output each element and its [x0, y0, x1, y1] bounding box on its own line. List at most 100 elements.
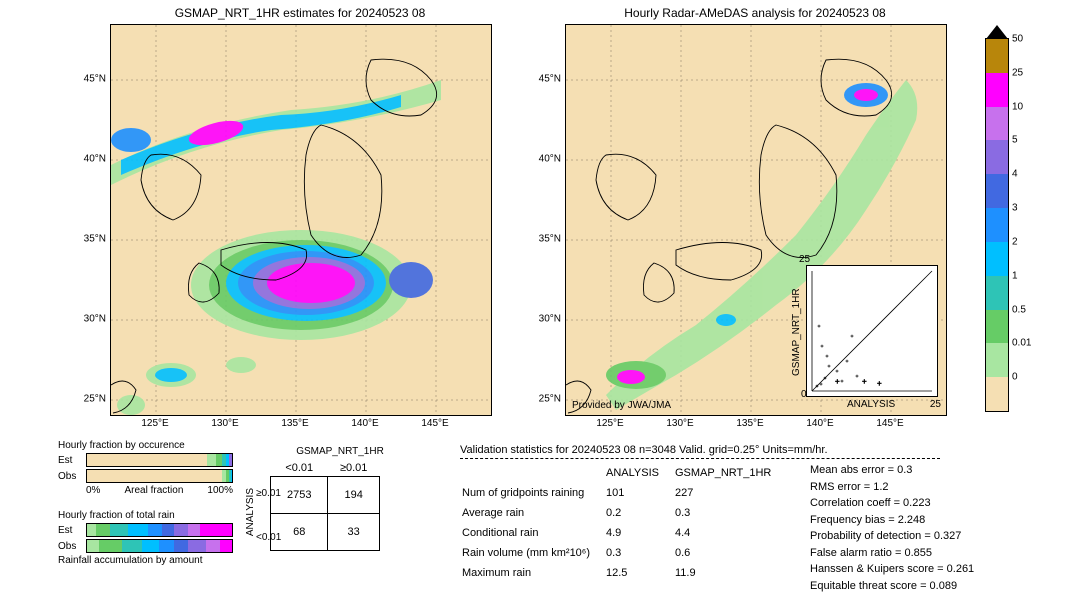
ct-row-super: ANALYSIS: [245, 488, 256, 536]
colorbar-segment: [986, 377, 1008, 411]
axis-tick: 135°E: [281, 418, 308, 429]
row-label: Conditional rain: [462, 524, 604, 542]
metric-line: Correlation coeff = 0.223: [810, 495, 974, 512]
metric-line: Mean abs error = 0.3: [810, 462, 974, 479]
validation-title: Validation statistics for 20240523 08 n=…: [460, 444, 828, 456]
cell: 12.5: [606, 564, 673, 582]
occurrence-section: Hourly fraction by occurence Est Obs 0% …: [58, 440, 233, 496]
colorbar-segment: [986, 276, 1008, 310]
left-map-svg: [111, 25, 491, 415]
occ-est-bar: [86, 453, 233, 467]
inset-ymax: 25: [799, 254, 810, 265]
colorbar-segment: [986, 343, 1008, 377]
colorbar-tick: 0.5: [1012, 304, 1026, 315]
colorbar-overflow-icon: [986, 25, 1008, 39]
left-map: [110, 24, 492, 416]
table-row: Conditional rain4.94.4: [462, 524, 785, 542]
bar-segment: [220, 540, 232, 552]
scatter-inset: +++ 25 0 25 ANALYSIS GSMAP_NRT_1HR: [806, 265, 938, 397]
cell: 0.6: [675, 544, 785, 562]
bar-segment: [99, 540, 122, 552]
bar-segment: [110, 524, 127, 536]
ct-cell: 33: [328, 514, 379, 551]
cell: 4.4: [675, 524, 785, 542]
occ-obs-row: Obs: [58, 469, 233, 483]
bar-segment: [229, 454, 232, 466]
bar-segment: [207, 454, 216, 466]
totalrain-footer: Rainfall accumulation by amount: [58, 555, 233, 566]
bar-segment: [174, 524, 189, 536]
row-label: Maximum rain: [462, 564, 604, 582]
metric-line: Probability of detection = 0.327: [810, 528, 974, 545]
colorbar-segment: [986, 107, 1008, 141]
cell: 0.2: [606, 504, 673, 522]
axis-tick: 130°E: [211, 418, 238, 429]
colorbar-tick: 0.01: [1012, 338, 1031, 349]
svg-text:+: +: [862, 377, 867, 386]
metric-line: Hanssen & Kuipers score = 0.261: [810, 561, 974, 578]
colorbar-tick: 50: [1012, 34, 1023, 45]
occurrence-title: Hourly fraction by occurence: [58, 440, 233, 451]
ct-row1: <0.01: [256, 532, 281, 543]
row-label: Num of gridpoints raining: [462, 484, 604, 502]
row-label: Est: [58, 525, 86, 536]
right-map-title: Hourly Radar-AMeDAS analysis for 2024052…: [565, 6, 945, 20]
inset-xlabel: ANALYSIS: [847, 399, 895, 410]
bar-segment: [122, 540, 142, 552]
colorbar: 502510543210.50.010: [985, 38, 1009, 412]
th-gsmap: GSMAP_NRT_1HR: [675, 464, 785, 482]
axis-tick: 140°E: [351, 418, 378, 429]
row-label: Rain volume (mm km²10⁶): [462, 544, 604, 562]
bar-segment: [128, 524, 148, 536]
row-label: Est: [58, 455, 86, 466]
colorbar-segment: [986, 39, 1008, 73]
occ-obs-bar: [86, 469, 233, 483]
colorbar-segment: [986, 242, 1008, 276]
axis-label: Areal fraction: [100, 485, 207, 496]
svg-text:+: +: [877, 379, 882, 388]
th-analysis: ANALYSIS: [606, 464, 673, 482]
axis-tick: 140°E: [806, 418, 833, 429]
occ-est-row: Est: [58, 453, 233, 467]
axis-0: 0%: [86, 485, 100, 496]
cell: 0.3: [675, 504, 785, 522]
colorbar-tick: 4: [1012, 169, 1018, 180]
axis-tick: 45°N: [527, 74, 561, 85]
bar-segment: [87, 540, 99, 552]
axis-tick: 40°N: [527, 154, 561, 165]
tr-est-bar: [86, 523, 233, 537]
axis-tick: 135°E: [736, 418, 763, 429]
tr-obs-bar: [86, 539, 233, 553]
tr-est-row: Est: [58, 523, 233, 537]
bar-segment: [87, 470, 222, 482]
colorbar-tick: 3: [1012, 203, 1018, 214]
axis-tick: 145°E: [876, 418, 903, 429]
colorbar-segment: [986, 174, 1008, 208]
cell: 4.9: [606, 524, 673, 542]
colorbar-tick: 1: [1012, 270, 1018, 281]
svg-text:+: +: [835, 377, 840, 386]
bar-segment: [188, 524, 200, 536]
axis-tick: 145°E: [421, 418, 448, 429]
totalrain-title: Hourly fraction of total rain: [58, 510, 233, 521]
axis-tick: 125°E: [141, 418, 168, 429]
axis-tick: 125°E: [596, 418, 623, 429]
cell: 0.3: [606, 544, 673, 562]
axis-tick: 25°N: [527, 394, 561, 405]
cell: 11.9: [675, 564, 785, 582]
divider: [460, 458, 940, 459]
totalrain-section: Hourly fraction of total rain Est Obs Ra…: [58, 510, 233, 568]
bar-segment: [162, 524, 174, 536]
colorbar-tick: 5: [1012, 135, 1018, 146]
bar-segment: [87, 454, 207, 466]
bar-segment: [96, 524, 111, 536]
axis-tick: 45°N: [72, 74, 106, 85]
colorbar-segment: [986, 208, 1008, 242]
ct-row0: ≥0.01: [256, 488, 281, 499]
ct-col0: <0.01: [271, 460, 328, 477]
bar-segment: [142, 540, 159, 552]
colorbar-tick: 2: [1012, 236, 1018, 247]
bar-segment: [174, 540, 189, 552]
bar-segment: [159, 540, 174, 552]
tr-obs-row: Obs: [58, 539, 233, 553]
